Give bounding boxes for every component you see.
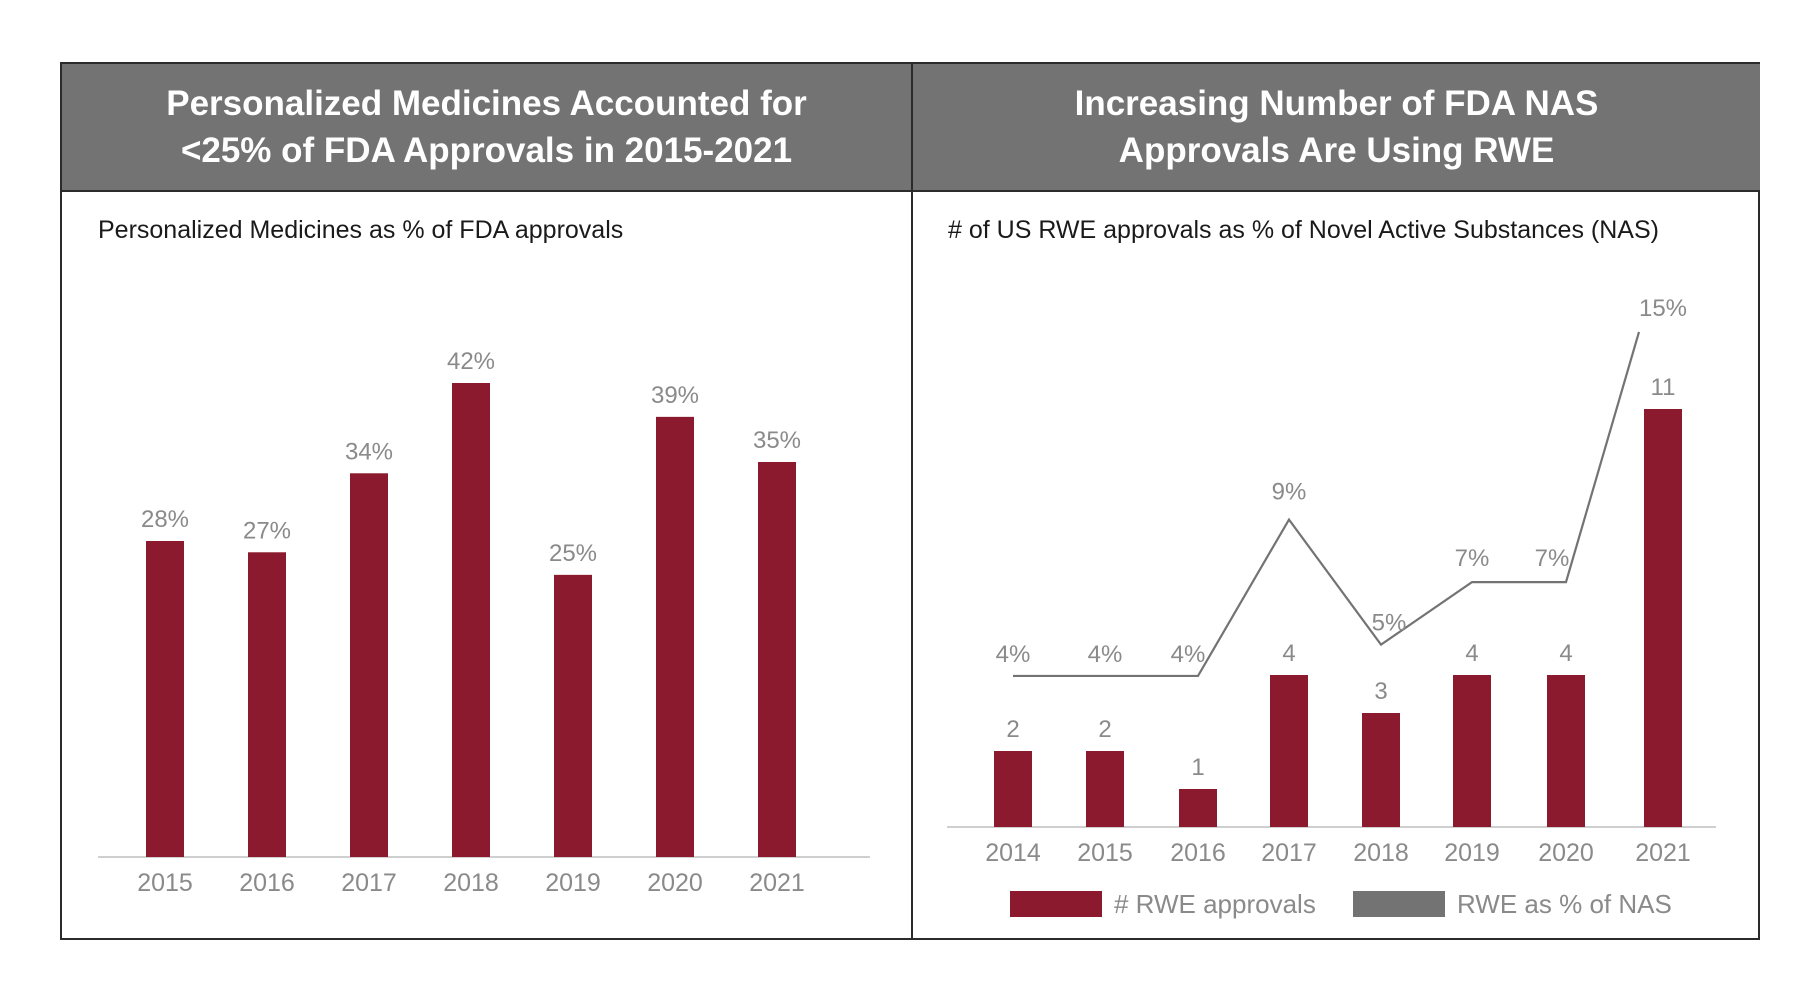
- x-tick-label-2019: 2019: [1444, 839, 1500, 867]
- right-chart-subtitle: # of US RWE approvals as % of Novel Acti…: [948, 216, 1659, 244]
- x-tick-label-2018: 2018: [1353, 839, 1409, 867]
- left-panel-title: Personalized Medicines Accounted for <25…: [166, 84, 807, 170]
- right-panel: Increasing Number of FDA NAS Approvals A…: [913, 64, 1760, 938]
- bar-value-label-2017: 34%: [345, 438, 393, 465]
- bar-value-label-2020: 39%: [651, 382, 699, 409]
- x-tick-label-2015: 2015: [137, 869, 193, 897]
- bar-2018: [452, 383, 490, 857]
- bar-value-label-2019: 25%: [549, 540, 597, 567]
- bar-value-label-2015: 28%: [141, 506, 189, 533]
- bar-value-label-2020: 4: [1559, 640, 1572, 667]
- x-tick-label-2015: 2015: [1077, 839, 1133, 867]
- chart-frame: Personalized Medicines Accounted for <25…: [60, 62, 1760, 940]
- x-tick-label-2014: 2014: [985, 839, 1041, 867]
- bar-value-label-2019: 4: [1465, 640, 1478, 667]
- line-value-label-2020: 7%: [1535, 545, 1570, 572]
- line-value-label-2019: 7%: [1455, 545, 1490, 572]
- bar-2017: [1270, 675, 1308, 827]
- bar-2014: [994, 751, 1032, 827]
- line-value-label-2016: 4%: [1171, 641, 1206, 668]
- bar-value-label-2021: 11: [1651, 374, 1676, 401]
- bar-2020: [1547, 675, 1585, 827]
- bar-value-label-2016: 27%: [243, 517, 291, 544]
- legend-item-rwe-approvals: # RWE approvals: [1010, 889, 1316, 919]
- bar-value-label-2018: 42%: [447, 348, 495, 375]
- bar-value-label-2018: 3: [1374, 678, 1387, 705]
- panel-divider: [911, 64, 913, 938]
- bar-value-label-2021: 35%: [753, 427, 801, 454]
- line-value-label-2017: 9%: [1272, 479, 1307, 506]
- line-value-label-2021: 15%: [1639, 295, 1687, 322]
- left-panel: Personalized Medicines Accounted for <25…: [62, 64, 911, 938]
- x-tick-label-2016: 2016: [1170, 839, 1226, 867]
- bar-2019: [1453, 675, 1491, 827]
- bar-2015: [146, 541, 184, 857]
- x-tick-label-2021: 2021: [1635, 839, 1691, 867]
- bar-2021: [1644, 409, 1682, 827]
- rwe-approvals-combo-chart: 2 2014 2 2015 1 2016 4 2017 3 2018 4 2019 4 2020 11 202…: [947, 295, 1716, 867]
- x-tick-label-2017: 2017: [1261, 839, 1317, 867]
- line-value-label-2018: 5%: [1372, 610, 1407, 637]
- legend-swatch-line: [1353, 891, 1445, 917]
- line-value-label-2015: 4%: [1088, 641, 1123, 668]
- left-chart-subtitle: Personalized Medicines as % of FDA appro…: [98, 216, 624, 244]
- bar-2020: [656, 416, 694, 857]
- bar-2018: [1362, 713, 1400, 827]
- personalized-medicines-bar-chart: 28% 2015 27% 2016 34% 2017 42% 2018 25% 2019 39% 20…: [98, 348, 870, 897]
- right-panel-header: Increasing Number of FDA NAS Approvals A…: [913, 64, 1760, 192]
- legend-swatch-bar: [1010, 891, 1102, 917]
- x-tick-label-2018: 2018: [443, 869, 499, 897]
- bar-2016: [1179, 789, 1217, 827]
- bar-value-label-2015: 2: [1098, 716, 1111, 743]
- x-tick-label-2020: 2020: [1538, 839, 1594, 867]
- bar-value-label-2016: 1: [1191, 754, 1204, 781]
- line-value-label-2014: 4%: [996, 641, 1031, 668]
- bar-2016: [248, 552, 286, 857]
- legend-item-rwe-percent: RWE as % of NAS: [1353, 889, 1672, 919]
- left-panel-header: Personalized Medicines Accounted for <25…: [62, 64, 911, 192]
- legend-label-rwe-approvals: # RWE approvals: [1114, 888, 1316, 919]
- x-tick-label-2017: 2017: [341, 869, 397, 897]
- bar-2019: [554, 574, 592, 857]
- x-tick-label-2019: 2019: [545, 869, 601, 897]
- bar-2017: [350, 473, 388, 857]
- x-tick-label-2020: 2020: [647, 869, 703, 897]
- bar-value-label-2017: 4: [1282, 640, 1295, 667]
- x-tick-label-2021: 2021: [749, 869, 805, 897]
- bar-value-label-2014: 2: [1006, 716, 1019, 743]
- x-tick-label-2016: 2016: [239, 869, 295, 897]
- bar-2015: [1086, 751, 1124, 827]
- rwe-percent-line: [1013, 331, 1641, 678]
- legend-label-rwe-percent: RWE as % of NAS: [1457, 888, 1672, 919]
- bar-2021: [758, 462, 796, 857]
- right-panel-title: Increasing Number of FDA NAS Approvals A…: [1074, 84, 1599, 170]
